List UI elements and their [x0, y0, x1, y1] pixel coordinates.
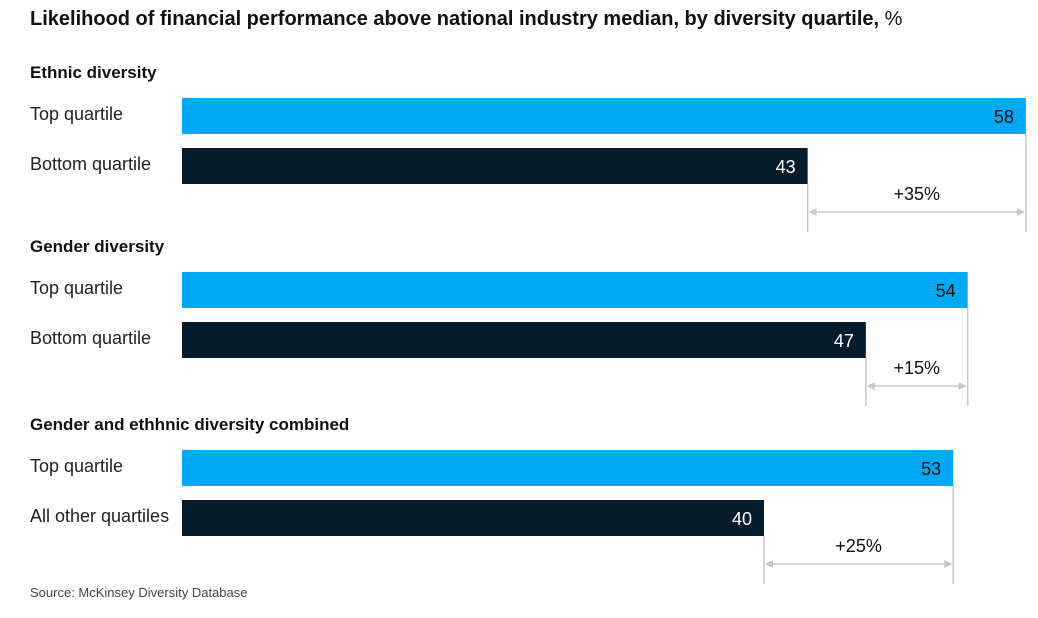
- row-label: Bottom quartile: [30, 328, 151, 348]
- bar-comparison-quartile: [182, 148, 808, 184]
- difference-label: +25%: [835, 536, 882, 556]
- bracket-arrow-right: [958, 382, 967, 390]
- bar-comparison-quartile: [182, 500, 764, 536]
- bar-value-label: 58: [994, 107, 1014, 127]
- bar-comparison-quartile: [182, 322, 866, 358]
- chart-title: Likelihood of financial performance abov…: [30, 8, 902, 31]
- source-note: Source: McKinsey Diversity Database: [30, 585, 248, 600]
- group-title: Gender and ethhnic diversity combined: [30, 415, 349, 434]
- row-label: Top quartile: [30, 104, 123, 124]
- row-label: All other quartiles: [30, 506, 169, 526]
- bracket-arrow-left: [866, 382, 875, 390]
- chart-title-text: Likelihood of financial performance abov…: [30, 8, 880, 30]
- bracket-arrow-right: [944, 560, 953, 568]
- bar-top-quartile: [182, 450, 954, 486]
- bar-value-label: 47: [834, 331, 854, 351]
- difference-label: +15%: [894, 358, 941, 378]
- difference-label: +35%: [894, 184, 941, 204]
- bar-value-label: 54: [936, 281, 956, 301]
- chart-title-unit: %: [884, 8, 903, 30]
- bar-value-label: 40: [732, 509, 752, 529]
- row-label: Top quartile: [30, 278, 123, 298]
- group-title: Gender diversity: [30, 237, 165, 256]
- bracket-arrow-left: [808, 208, 817, 216]
- bar-top-quartile: [182, 272, 968, 308]
- row-label: Bottom quartile: [30, 154, 151, 174]
- row-label: Top quartile: [30, 456, 123, 476]
- bracket-arrow-left: [765, 560, 773, 568]
- bar-value-label: 53: [921, 459, 941, 479]
- bar-top-quartile: [182, 98, 1026, 134]
- bar-value-label: 43: [776, 157, 796, 177]
- group-title: Ethnic diversity: [30, 63, 157, 82]
- bracket-arrow-right: [1016, 208, 1025, 216]
